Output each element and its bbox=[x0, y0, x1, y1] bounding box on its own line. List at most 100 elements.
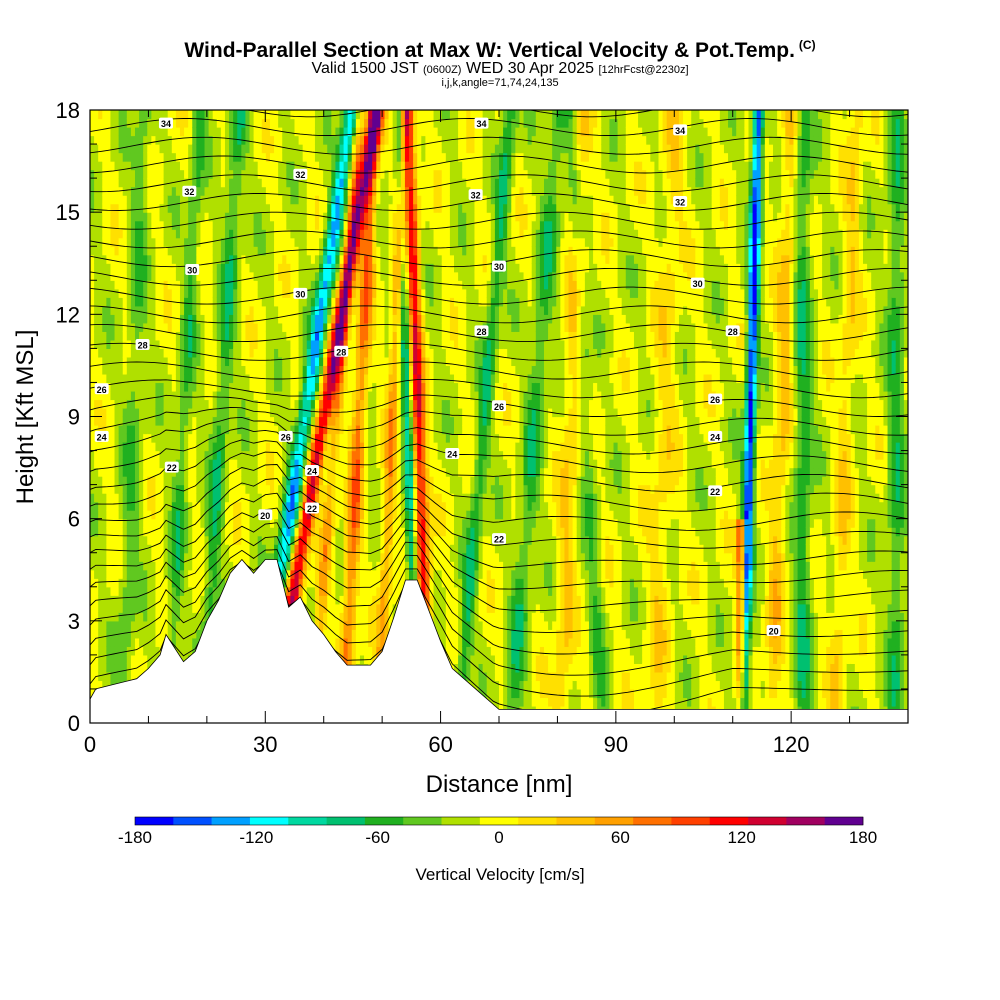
colorbar-swatch bbox=[441, 817, 481, 825]
contour-label: 26 bbox=[278, 430, 293, 442]
contour-label: 28 bbox=[334, 345, 349, 357]
theta-contour bbox=[90, 378, 908, 399]
colorbar-swatch bbox=[594, 817, 634, 825]
terrain-mask bbox=[90, 558, 908, 723]
colorbar-tick-label: -180 bbox=[118, 828, 152, 847]
colorbar-tick-label: 120 bbox=[727, 828, 755, 847]
theta-contour bbox=[90, 451, 908, 512]
theta-contour bbox=[90, 478, 908, 549]
colorbar-swatch bbox=[211, 817, 251, 825]
contour-label: 24 bbox=[708, 430, 723, 442]
colorbar-swatch bbox=[518, 817, 557, 825]
y-tick-label: 0 bbox=[68, 711, 80, 736]
contour-label: 26 bbox=[492, 400, 506, 412]
contour-label: 24 bbox=[445, 447, 460, 459]
chart-subtitle: Valid 1500 JST (0600Z) WED 30 Apr 2025 [… bbox=[311, 60, 689, 77]
colorbar-swatch bbox=[288, 817, 327, 825]
theta-contour bbox=[90, 136, 908, 155]
theta-contour bbox=[90, 342, 908, 361]
theta-contour bbox=[90, 267, 908, 286]
theta-contour bbox=[90, 439, 908, 492]
contour-label: 26 bbox=[94, 383, 109, 395]
theta-contour bbox=[90, 492, 908, 569]
chart-title: Wind-Parallel Section at Max W: Vertical… bbox=[184, 38, 816, 62]
contour-label: 22 bbox=[305, 502, 320, 514]
contour-label: 34 bbox=[158, 117, 173, 129]
colorbar-swatch bbox=[824, 817, 864, 825]
colorbar-swatch bbox=[135, 817, 174, 825]
colorbar-swatch bbox=[403, 817, 442, 825]
colorbar-swatch bbox=[173, 817, 212, 825]
theta-contour bbox=[90, 464, 908, 531]
contour-label: 30 bbox=[690, 277, 705, 289]
theta-contour bbox=[90, 192, 908, 211]
contour-label: 32 bbox=[673, 195, 688, 207]
colorbar-tick-label: -60 bbox=[365, 828, 390, 847]
y-tick-label: 3 bbox=[68, 609, 80, 634]
contour-label: 30 bbox=[492, 260, 506, 272]
contour-label: 22 bbox=[492, 533, 506, 545]
chart-indices: i,j,k,angle=71,74,24,135 bbox=[441, 77, 559, 89]
colorbar: -180 -120 -60 0 60 120 180 bbox=[118, 816, 877, 847]
contour-label: 28 bbox=[725, 325, 740, 337]
theta-contours bbox=[90, 110, 908, 718]
contour-label: 22 bbox=[164, 461, 179, 473]
theta-contour bbox=[90, 507, 908, 590]
theta-contour bbox=[90, 560, 908, 676]
theta-contour bbox=[90, 211, 908, 230]
contour-labels: 34 32 30 28 26 24 22 20 32 30 28 26 24 22 34 32 30 28 26 24… bbox=[94, 117, 781, 637]
terrain bbox=[90, 558, 908, 723]
theta-contour bbox=[90, 286, 908, 305]
contour-label: 28 bbox=[135, 338, 150, 350]
contour-label: 32 bbox=[293, 168, 308, 180]
contour-label: 26 bbox=[708, 393, 723, 405]
theta-contour bbox=[90, 305, 908, 324]
contour-label: 22 bbox=[708, 485, 723, 497]
title-suffix: (C) bbox=[798, 38, 816, 52]
y-tick-label: 9 bbox=[68, 405, 80, 430]
colorbar-tick-label: 180 bbox=[849, 828, 877, 847]
colorbar-swatch bbox=[786, 817, 825, 825]
colorbar-swatch bbox=[249, 817, 289, 825]
x-tick-label: 60 bbox=[428, 732, 452, 757]
contour-label: 32 bbox=[468, 189, 483, 201]
theta-contour bbox=[90, 230, 908, 249]
contour-label: 32 bbox=[182, 185, 197, 197]
colorbar-tick-label: 0 bbox=[494, 828, 503, 847]
theta-contour bbox=[90, 416, 908, 455]
theta-contour bbox=[90, 324, 908, 343]
axes: 0 30 60 90 120 0 3 6 9 12 15 18 bbox=[56, 98, 909, 757]
y-tick-label: 15 bbox=[56, 200, 80, 225]
contour-label: 28 bbox=[474, 325, 489, 337]
theta-contour bbox=[90, 174, 908, 193]
x-axis-label: Distance [nm] bbox=[426, 771, 573, 798]
colorbar-swatch bbox=[633, 817, 672, 825]
theta-contour bbox=[90, 361, 908, 380]
y-tick-label: 12 bbox=[56, 302, 80, 327]
y-axis-label: Height [Kft MSL] bbox=[12, 330, 39, 505]
x-tick-label: 30 bbox=[253, 732, 277, 757]
theta-contour bbox=[90, 522, 908, 612]
contour-label: 30 bbox=[185, 264, 200, 276]
contour-label: 30 bbox=[293, 287, 308, 299]
colorbar-swatch bbox=[748, 817, 787, 825]
theta-contour bbox=[90, 118, 908, 136]
contour-label: 24 bbox=[94, 430, 109, 442]
x-tick-label: 120 bbox=[773, 732, 810, 757]
theta-contour bbox=[90, 406, 908, 436]
theta-contour bbox=[90, 155, 908, 174]
contour-label: 34 bbox=[673, 124, 688, 136]
colorbar-tick-label: 60 bbox=[611, 828, 630, 847]
colorbar-swatch bbox=[556, 817, 596, 825]
colorbar-swatch bbox=[326, 817, 366, 825]
contour-label: 20 bbox=[258, 509, 273, 521]
colorbar-swatch bbox=[709, 817, 749, 825]
colorbar-label: Vertical Velocity [cm/s] bbox=[415, 865, 584, 884]
theta-contour bbox=[90, 427, 908, 474]
theta-contour bbox=[90, 536, 908, 633]
x-tick-label: 90 bbox=[604, 732, 628, 757]
contour-label: 24 bbox=[305, 464, 320, 476]
colorbar-swatch bbox=[671, 817, 711, 825]
colorbar-swatch bbox=[479, 817, 519, 825]
